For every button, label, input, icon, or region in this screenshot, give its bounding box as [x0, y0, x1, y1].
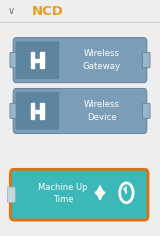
FancyBboxPatch shape: [142, 103, 150, 118]
Bar: [40, 103, 44, 119]
FancyBboxPatch shape: [10, 103, 18, 118]
Bar: [31, 59, 44, 62]
FancyBboxPatch shape: [10, 52, 18, 68]
Circle shape: [120, 183, 133, 203]
Bar: [31, 103, 34, 119]
FancyBboxPatch shape: [13, 88, 147, 134]
Polygon shape: [98, 196, 102, 200]
Text: ∨: ∨: [8, 6, 15, 16]
Text: Machine Up: Machine Up: [38, 183, 88, 192]
Polygon shape: [95, 190, 98, 196]
FancyBboxPatch shape: [10, 169, 148, 220]
Bar: [31, 52, 34, 68]
Text: Wireless
Device: Wireless Device: [84, 100, 119, 122]
Text: Wireless
Gateway: Wireless Gateway: [82, 49, 120, 71]
FancyBboxPatch shape: [8, 187, 15, 202]
Text: Time: Time: [53, 195, 73, 204]
Bar: [40, 52, 44, 68]
FancyBboxPatch shape: [13, 38, 147, 83]
Polygon shape: [99, 192, 101, 194]
Text: NCD: NCD: [32, 4, 64, 18]
Polygon shape: [98, 186, 102, 190]
Bar: [31, 110, 44, 113]
FancyBboxPatch shape: [16, 42, 59, 79]
FancyBboxPatch shape: [16, 92, 59, 130]
Polygon shape: [102, 190, 105, 196]
FancyBboxPatch shape: [142, 52, 150, 68]
